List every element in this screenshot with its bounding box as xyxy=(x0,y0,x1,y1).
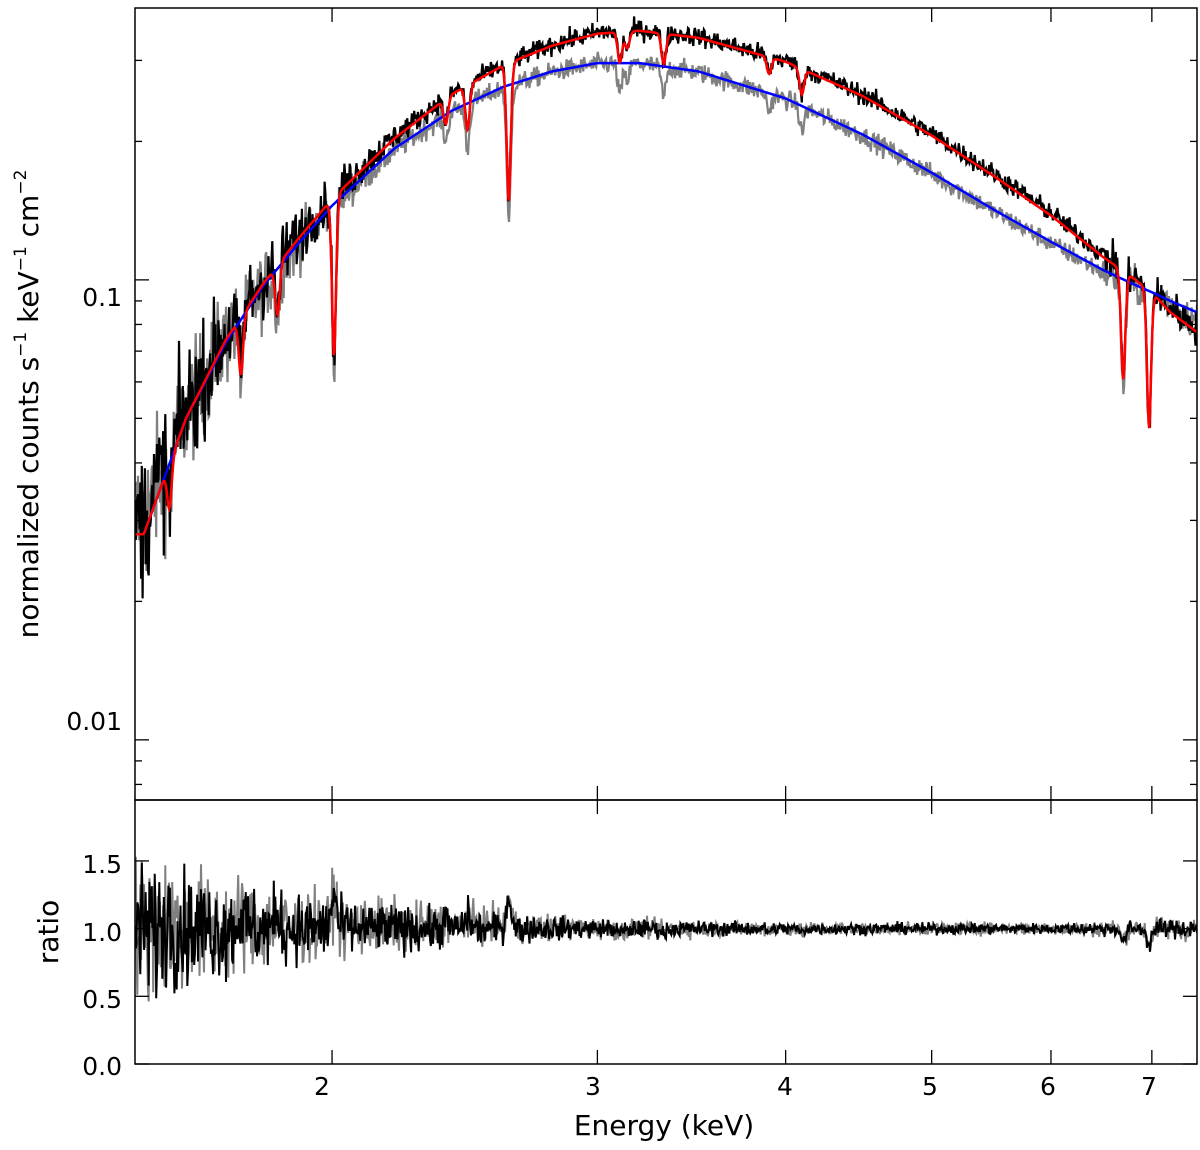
model-series-red xyxy=(135,29,1197,536)
ratio-data-layer xyxy=(135,856,1197,1002)
x-tick-label-6: 6 xyxy=(1040,1072,1056,1101)
x-tick-label-4: 4 xyxy=(777,1072,793,1101)
ratio-y-tick-label-1.0: 1.0 xyxy=(82,918,122,947)
x-axis-label: Energy (keV) xyxy=(574,1109,754,1142)
ratio-y-axis-label: ratio xyxy=(32,900,65,965)
ratio-series-black xyxy=(135,862,1197,999)
x-tick-label-3: 3 xyxy=(585,1072,601,1101)
ratio-y-tick-label-0.0: 0.0 xyxy=(82,1052,122,1081)
ratio-ticks xyxy=(135,800,1197,1065)
x-tick-label-2: 2 xyxy=(314,1072,330,1101)
y-tick-label-0.01: 0.01 xyxy=(66,707,122,736)
ratio-y-tick-label-0.5: 0.5 xyxy=(82,985,122,1014)
x-tick-label-5: 5 xyxy=(922,1072,938,1101)
ratio-y-tick-label-1.5: 1.5 xyxy=(82,850,122,879)
spectrum-panel: 0.1 0.01 normalized counts s−1 keV−1 cm−… xyxy=(11,7,1198,801)
spectrum-series-grey xyxy=(135,51,1197,571)
x-tick-label-7: 7 xyxy=(1141,1072,1157,1101)
ratio-panel-frame xyxy=(134,799,1198,1065)
spectrum-data-layer xyxy=(135,16,1197,599)
ratio-panel: 1.5 1.0 0.5 0.0 ratio 2 3 4 5 6 7 Energy… xyxy=(32,799,1198,1142)
spectrum-ticks xyxy=(135,8,1197,800)
spectrum-y-axis-label: normalized counts s−1 keV−1 cm−2 xyxy=(11,170,45,639)
model-series-blue xyxy=(135,61,1197,536)
spectrum-panel-frame xyxy=(134,7,1198,801)
spectrum-series-black xyxy=(135,16,1197,599)
y-tick-label-0.1: 0.1 xyxy=(82,283,122,312)
